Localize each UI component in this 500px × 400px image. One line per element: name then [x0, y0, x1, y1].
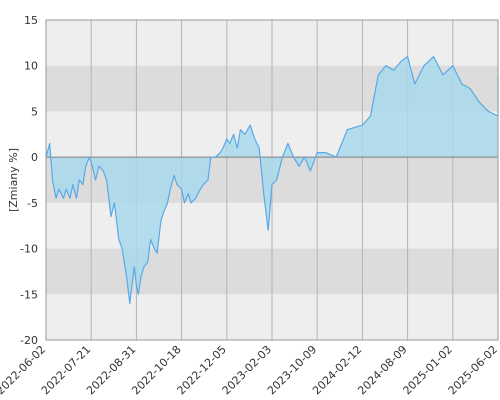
y-tick-label: -5 [27, 197, 38, 210]
y-tick-label: 15 [24, 14, 38, 27]
y-tick-label: 5 [31, 105, 38, 118]
x-axis-tick-labels: 2022-06-022022-07-212022-08-312022-10-18… [0, 343, 500, 397]
series-line [45, 56, 499, 304]
y-axis-label: [Zmiany %] [7, 148, 20, 212]
y-axis-tick-labels: 15 10 5 0 -5 -10 -15 -20 [20, 14, 38, 347]
y-tick-label: 10 [24, 60, 38, 73]
y-tick-label: -15 [20, 288, 38, 301]
y-tick-label: 0 [31, 151, 38, 164]
series-area-fill [46, 56, 498, 304]
y-tick-label: -20 [20, 334, 38, 347]
plot-border [45, 19, 499, 341]
y-tick-label: -10 [20, 243, 38, 256]
